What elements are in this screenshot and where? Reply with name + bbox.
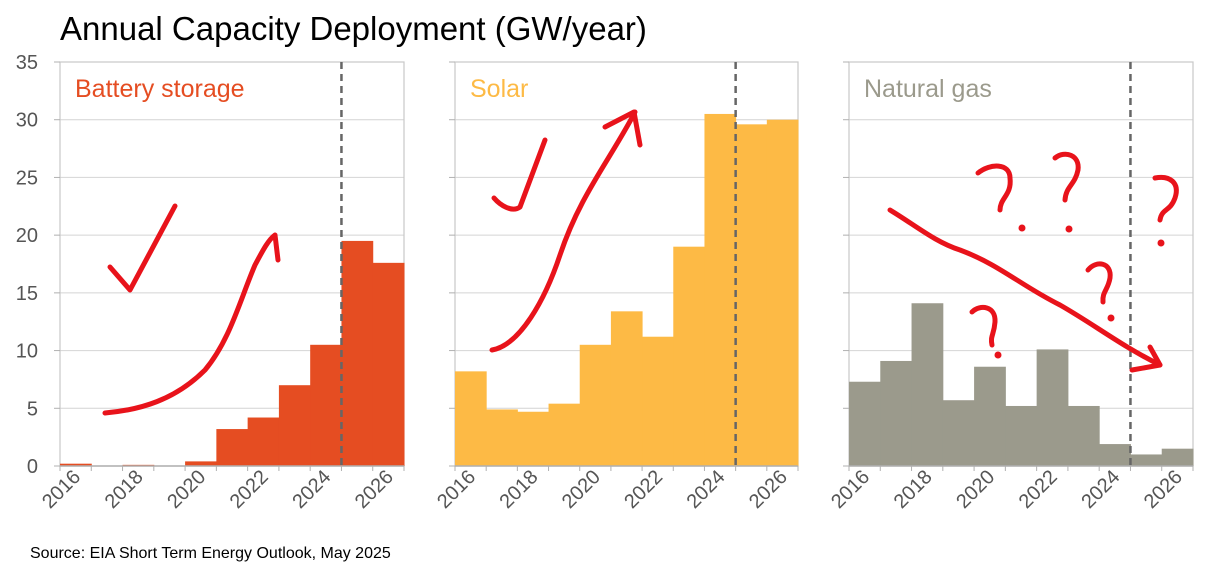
checkmark-2: [491, 137, 548, 212]
y-tick-label: 25: [16, 167, 38, 189]
chart-title: Annual Capacity Deployment (GW/year): [60, 10, 647, 47]
bar-2020: [579, 344, 612, 466]
question-dot: [1107, 314, 1115, 322]
x-tick-label: 2018: [495, 466, 542, 513]
panel-label: Solar: [470, 75, 528, 103]
y-tick-label: 10: [16, 341, 38, 363]
upward-arrow-2: [489, 109, 638, 353]
x-tick-label: 2020: [558, 466, 605, 513]
handdrawn-annotations: [102, 109, 1179, 416]
bar-2023: [673, 246, 705, 466]
bar-2020: [974, 366, 1006, 466]
bar-2016: [455, 371, 487, 466]
x-tick-label: 2020: [163, 466, 210, 513]
bar-2023: [278, 385, 311, 466]
arrow-head-3: [1129, 344, 1163, 373]
bar-2019: [548, 403, 581, 466]
bar-2025: [735, 124, 768, 467]
y-tick-label: 15: [16, 283, 38, 305]
x-tick-label: 2018: [890, 466, 937, 513]
panel-label: Natural gas: [864, 75, 992, 103]
x-tick-label: 2018: [101, 466, 148, 513]
y-tick-label: 5: [27, 398, 38, 420]
bar-2022: [247, 417, 280, 466]
x-tick-label: 2016: [827, 466, 874, 513]
bar-2016: [849, 381, 881, 466]
bar-2025: [341, 240, 374, 466]
arrow-head-2: [602, 109, 643, 148]
panel-label: Battery storage: [75, 75, 245, 103]
x-tick-label: 2024: [683, 466, 730, 513]
downward-arrow: [887, 207, 1163, 368]
bar-2024: [310, 344, 342, 466]
bar-2021: [1005, 405, 1038, 466]
bar-2019: [942, 400, 975, 466]
question-dot: [1018, 224, 1026, 232]
panel-2: 2016 2018 2020 2022 2024 2026 Solar: [433, 61, 799, 513]
question-dot: [1157, 239, 1165, 247]
x-tick-label: 2024: [1077, 466, 1124, 513]
bar-2022: [642, 336, 674, 466]
question-dot: [994, 351, 1002, 359]
y-tick-label: 30: [16, 110, 38, 132]
x-tick-label: 2016: [38, 466, 85, 513]
y-tick-label: 35: [16, 52, 38, 74]
x-tick-label: 2026: [1140, 466, 1187, 513]
bar-2018: [517, 411, 550, 466]
y-tick-label: 20: [16, 225, 38, 247]
bar-2024: [1099, 444, 1131, 466]
question-dot: [1065, 225, 1073, 233]
question-mark-1: [975, 163, 1013, 213]
bar-2023: [1067, 405, 1100, 466]
bar-2016: [60, 463, 92, 466]
x-tick-label: 2024: [288, 466, 335, 513]
panel-1: 2016 2018 2020 2022 2024 2026 Battery storage: [38, 61, 405, 513]
x-tick-label: 2016: [433, 466, 480, 513]
bar-2018: [911, 303, 944, 466]
bar-2020: [185, 461, 217, 466]
bar-2022: [1036, 349, 1069, 466]
bar-2025: [1130, 454, 1163, 466]
bar-2026: [372, 262, 405, 466]
bar-2017: [880, 360, 913, 466]
x-tick-label: 2026: [351, 466, 398, 513]
source-note: Source: EIA Short Term Energy Outlook, M…: [30, 545, 391, 562]
panel-3: 2016 2018 2020 2022 2024 2026 Natural gas: [827, 61, 1194, 513]
question-mark-3: [1152, 174, 1179, 223]
x-tick-label: 2026: [745, 466, 792, 513]
bar-2024: [704, 113, 737, 466]
x-tick-label: 2022: [620, 466, 667, 513]
question-mark-4: [1085, 261, 1113, 305]
x-tick-label: 2022: [1015, 466, 1062, 513]
bar-2021: [610, 311, 643, 466]
bar-2026: [1161, 448, 1194, 466]
checkmark-1: [107, 203, 178, 293]
x-tick-label: 2022: [226, 466, 273, 513]
question-mark-5: [969, 304, 998, 348]
bar-2017: [486, 409, 518, 466]
x-tick-label: 2020: [952, 466, 999, 513]
y-tick-label: 0: [27, 456, 38, 478]
bar-2021: [216, 429, 249, 466]
upward-arrow-1: [102, 232, 281, 416]
bar-2026: [766, 119, 799, 466]
question-mark-2: [1052, 151, 1081, 203]
